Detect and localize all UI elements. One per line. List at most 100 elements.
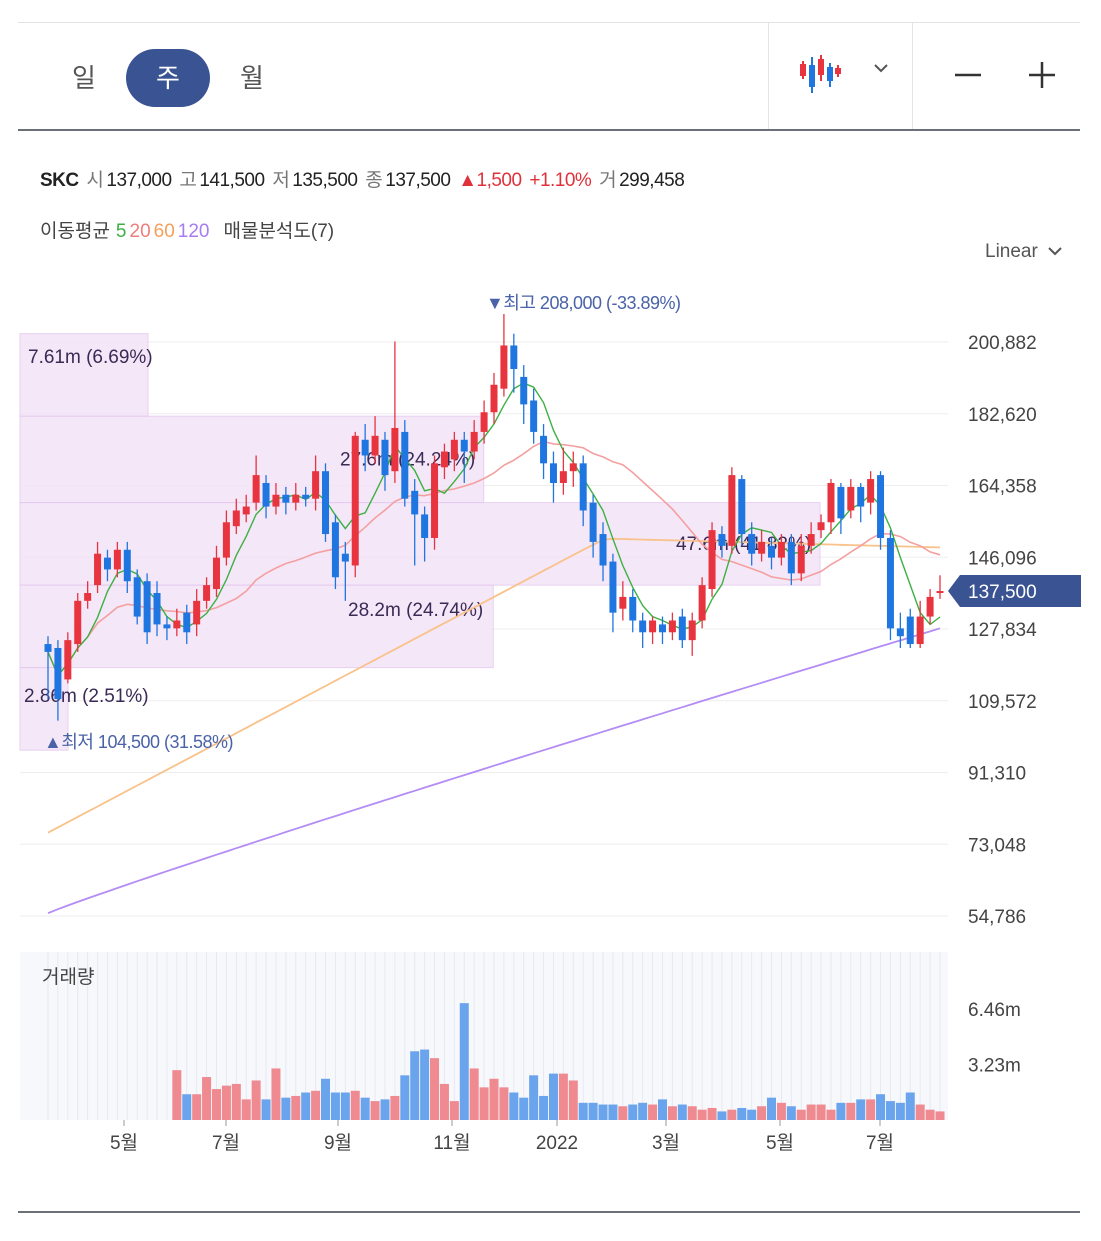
volume-tick-label: 3.23m <box>968 1056 1021 1077</box>
volume-bar <box>261 1099 271 1120</box>
price-tick-label: 91,310 <box>968 764 1026 785</box>
time-tick-label: 7월 <box>212 1132 240 1154</box>
candle-down <box>768 545 776 558</box>
volume-bar <box>846 1102 856 1120</box>
low-label: 저 <box>272 170 290 191</box>
minus-icon[interactable] <box>952 59 984 91</box>
price-tick-label: 200,882 <box>968 333 1037 354</box>
volume-bar <box>826 1109 836 1120</box>
candle-down <box>341 553 349 562</box>
volume-bar <box>657 1099 667 1120</box>
candle-up <box>84 592 92 601</box>
candle-down <box>530 400 538 432</box>
time-tick-label: 3월 <box>652 1132 680 1154</box>
time-tick-label: 5월 <box>110 1132 138 1154</box>
volume-bar <box>677 1104 687 1120</box>
candle-down <box>302 494 310 499</box>
candle-up <box>440 451 448 468</box>
volume-bar <box>806 1104 816 1120</box>
change-percent: +1.10% <box>529 170 592 191</box>
volume-profile-label: 28.2m (24.74%) <box>348 600 483 621</box>
candle-up <box>351 435 359 566</box>
candle-down <box>579 463 587 511</box>
candle-down <box>896 628 904 637</box>
candle-up <box>936 591 944 594</box>
volume-bar <box>499 1087 509 1120</box>
volume-panel: 거래량 6.46m 3.23m <box>20 952 1021 1120</box>
candle-up <box>371 435 379 456</box>
candle-down <box>153 592 161 625</box>
candle-down <box>421 514 429 538</box>
volume-bar <box>301 1092 311 1120</box>
bottom-divider <box>18 1211 1080 1213</box>
high-marker-label: ▼최고 208,000 (-33.89%) <box>486 293 681 313</box>
candle-up <box>113 549 121 570</box>
volume-bar <box>747 1109 757 1120</box>
candle-down <box>787 541 795 574</box>
time-axis: 5월 7월 9월 11월 2022 3월 5월 7월 <box>110 1120 894 1154</box>
candle-down <box>411 490 419 515</box>
volume-bar <box>885 1101 895 1120</box>
candle-up <box>242 506 250 515</box>
candle-up <box>569 463 577 472</box>
candle-down <box>589 502 597 542</box>
candle-up <box>698 585 706 621</box>
time-tick-label: 11월 <box>433 1132 470 1154</box>
candle-up <box>926 596 934 617</box>
candle-up <box>708 530 716 590</box>
candle-down <box>361 439 369 456</box>
volume-bar <box>915 1104 925 1120</box>
candle-up <box>272 494 280 507</box>
volume-bar <box>311 1090 321 1120</box>
candle-up <box>312 471 320 499</box>
volume-bar <box>588 1102 598 1120</box>
volume-bar <box>400 1075 410 1120</box>
candle-up <box>688 620 696 641</box>
volume-bar <box>202 1077 212 1120</box>
volume-bar <box>360 1097 370 1120</box>
candle-down <box>331 522 339 578</box>
candle-down <box>322 471 330 535</box>
candle-down <box>599 534 607 566</box>
candlestick-icon[interactable] <box>798 53 842 99</box>
candle-up <box>559 471 567 483</box>
volume-bar <box>568 1080 578 1120</box>
volume-bar <box>192 1094 202 1120</box>
time-tick-label: 5월 <box>766 1132 794 1154</box>
volume-profile-label: 7.61m (6.69%) <box>28 347 153 368</box>
chart-toolbar: 일 주 월 <box>18 22 1080 131</box>
volume-bar <box>608 1104 618 1120</box>
candle-up <box>867 479 875 503</box>
volume-bar <box>241 1099 251 1120</box>
volume-bar <box>866 1099 876 1120</box>
tab-day[interactable]: 일 <box>72 63 96 93</box>
candle-up <box>252 475 260 503</box>
candle-up <box>649 620 657 633</box>
candle-down <box>262 482 270 507</box>
quote-summary: SKC 시 137,000 고 141,500 저 135,500 종 137,500 … <box>40 165 687 192</box>
candle-up <box>827 482 835 523</box>
volume-bar <box>439 1083 449 1120</box>
current-price-tag: 137,500 <box>948 575 1081 608</box>
volume-profile-label[interactable]: 매물분석도(7) <box>223 221 335 242</box>
candle-down <box>460 439 468 452</box>
ma-label[interactable]: 이동평균 <box>40 221 110 242</box>
candle-down <box>837 486 845 519</box>
chevron-down-icon[interactable] <box>872 61 890 75</box>
ma5-label: 5 <box>115 221 127 242</box>
tab-month[interactable]: 월 <box>240 63 264 93</box>
symbol: SKC <box>40 170 79 191</box>
tab-week[interactable]: 주 <box>126 49 210 107</box>
candle-up <box>490 384 498 413</box>
candle-down <box>44 644 52 652</box>
candle-up <box>668 620 676 633</box>
volume-bar <box>509 1092 519 1120</box>
volume-bar <box>638 1102 648 1120</box>
extreme-markers: ▼최고 208,000 (-33.89%) ▲최저 104,500 (31.58%… <box>44 293 681 752</box>
open-value: 137,000 <box>106 170 172 191</box>
plus-icon[interactable] <box>1026 59 1058 91</box>
candle-up <box>847 486 855 511</box>
volume-bar <box>340 1092 350 1120</box>
scale-select[interactable]: Linear <box>985 241 1063 263</box>
